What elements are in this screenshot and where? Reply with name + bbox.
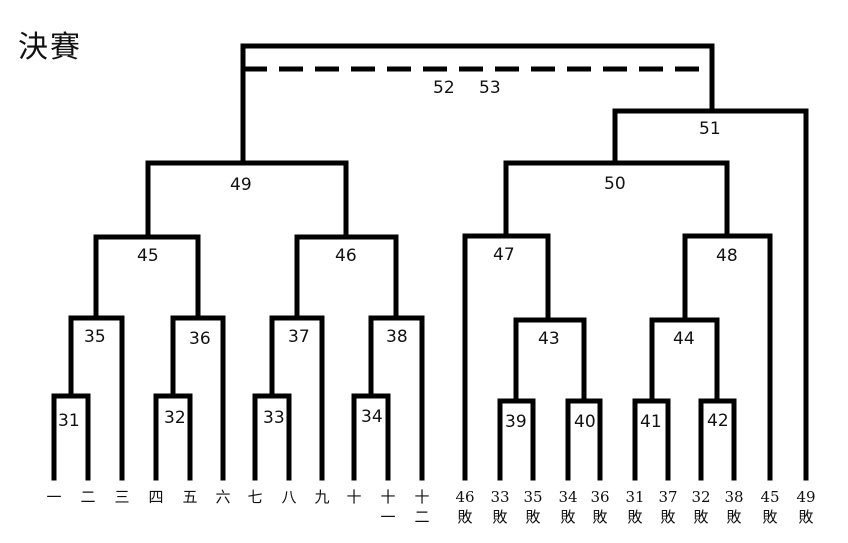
match-42: 42 <box>707 411 729 431</box>
match-48: 48 <box>716 246 738 266</box>
match-46: 46 <box>335 246 357 266</box>
match-34: 34 <box>361 407 383 427</box>
entrant-label: 二 <box>80 488 95 506</box>
entrant-label: 35 <box>523 488 542 506</box>
entrant-sublabel: 敗 <box>627 508 642 526</box>
entrant-label: 八 <box>281 488 296 506</box>
bracket-47 <box>462 233 551 481</box>
match-49: 49 <box>230 175 252 195</box>
entrant-label: 33 <box>490 488 509 506</box>
match-40: 40 <box>574 412 596 432</box>
entrant-sublabel: 敗 <box>492 508 507 526</box>
match-45: 45 <box>137 246 159 266</box>
match-53: 53 <box>479 78 501 98</box>
entrant-label: 十 <box>380 488 395 506</box>
match-37: 37 <box>288 327 310 347</box>
match-50: 50 <box>604 174 626 194</box>
entrant-label: 十 <box>414 488 429 506</box>
entrant-label: 34 <box>558 488 577 506</box>
entrant-label: 一 <box>46 488 61 506</box>
entrant-label: 三 <box>114 488 129 506</box>
entrant-sublabel: 敗 <box>457 508 472 526</box>
match-numbers: 31 32 33 34 39 40 41 42 35 36 37 38 43 4… <box>58 78 738 432</box>
entrant-sublabel: 一 <box>380 508 395 526</box>
match-43: 43 <box>538 329 560 349</box>
entrant-labels: 一二三四五六七八九十十一十二46敗33敗35敗34敗36敗31敗37敗32敗38… <box>46 488 815 526</box>
entrant-label: 十 <box>346 488 361 506</box>
entrant-sublabel: 敗 <box>798 508 813 526</box>
page-title: 決賽 <box>18 30 82 65</box>
match-31: 31 <box>58 411 80 431</box>
bracket-lines <box>51 43 809 481</box>
match-51: 51 <box>699 119 721 139</box>
entrant-label: 46 <box>455 488 474 506</box>
match-36: 36 <box>189 329 211 349</box>
entrant-label: 五 <box>182 488 197 506</box>
bracket-48 <box>682 233 773 481</box>
bracket-49 <box>145 160 349 240</box>
entrant-sublabel: 敗 <box>762 508 777 526</box>
match-52: 52 <box>433 78 455 98</box>
entrant-label: 四 <box>148 488 163 506</box>
entrant-label: 七 <box>247 488 262 506</box>
entrant-sublabel: 二 <box>414 508 429 526</box>
entrant-label: 六 <box>215 488 230 506</box>
match-35: 35 <box>84 327 106 347</box>
entrant-label: 49 <box>796 488 815 506</box>
entrant-sublabel: 敗 <box>726 508 741 526</box>
match-38: 38 <box>386 327 408 347</box>
entrant-sublabel: 敗 <box>592 508 607 526</box>
match-47: 47 <box>493 245 515 265</box>
entrant-sublabel: 敗 <box>660 508 675 526</box>
entrant-sublabel: 敗 <box>693 508 708 526</box>
entrant-sublabel: 敗 <box>560 508 575 526</box>
match-44: 44 <box>673 329 695 349</box>
bracket-31 <box>51 393 91 481</box>
entrant-label: 32 <box>691 488 710 506</box>
entrant-sublabel: 敗 <box>525 508 540 526</box>
bracket-52 <box>240 43 715 166</box>
entrant-label: 36 <box>590 488 609 506</box>
match-41: 41 <box>640 412 662 432</box>
match-32: 32 <box>164 408 186 428</box>
match-39: 39 <box>505 412 527 432</box>
entrant-label: 九 <box>314 488 329 506</box>
entrant-label: 31 <box>625 488 644 506</box>
entrant-label: 37 <box>658 488 677 506</box>
entrant-label: 45 <box>760 488 779 506</box>
match-33: 33 <box>263 408 285 428</box>
entrant-label: 38 <box>724 488 743 506</box>
